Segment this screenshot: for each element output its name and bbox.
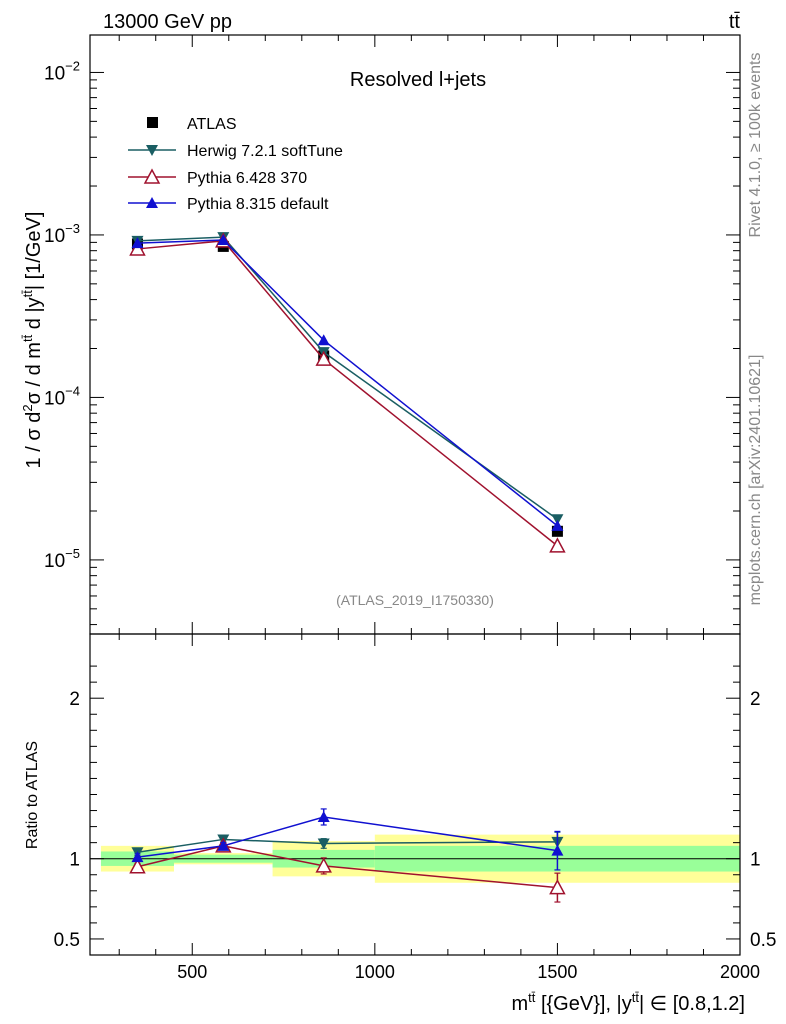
chart-title: Resolved l+jets	[350, 69, 486, 91]
legend: ATLAS Herwig 7.2.1 softTune Pythia 6.428…	[128, 116, 343, 213]
ratio-tick-label-right: 2	[750, 689, 761, 710]
legend-marker-atlas	[147, 117, 158, 128]
series-point-1	[315, 350, 332, 366]
y-tick-label: 10−5	[44, 546, 80, 572]
ratio-point-2	[551, 844, 564, 856]
ratio-point-1	[129, 858, 146, 874]
series-point-0	[551, 514, 564, 526]
ratio-point-2	[217, 839, 230, 851]
legend-label-pythia8: Pythia 8.315 default	[187, 196, 329, 213]
y-tick-label: 10−4	[44, 383, 80, 409]
x-tick-label: 500	[177, 962, 207, 982]
energy-label: 13000 GeV pp	[103, 11, 232, 33]
series-line-0	[137, 236, 558, 520]
x-axis-label: mtt̄ [{GeV}], |ytt̄| ∈ [0.8,1.2]	[511, 990, 745, 1015]
ratio-tick-label-left: 1	[69, 850, 80, 871]
ratio-tick-label-left: 0.5	[54, 930, 80, 951]
ratio-point-2	[131, 851, 144, 863]
process-label: tt̄	[729, 11, 741, 33]
x-tick-label: 2000	[720, 962, 760, 982]
ratio-point-1	[549, 879, 566, 895]
ratio-panel-frame	[89, 633, 741, 956]
series-line-2	[137, 239, 558, 527]
ratio-point-1	[315, 857, 332, 873]
legend-marker-pythia8	[146, 197, 158, 208]
rivet-label: Rivet 4.1.0, ≥ 100k events	[747, 53, 764, 238]
ratio-y-axis-label: Ratio to ATLAS	[24, 741, 41, 849]
series-point-2	[131, 237, 144, 249]
ratio-point-2	[317, 810, 330, 822]
legend-marker-pythia6	[143, 168, 161, 184]
ratio-tick-label-right: 0.5	[750, 930, 776, 951]
ratio-tick-label-left: 2	[69, 689, 80, 710]
series-point-1	[129, 240, 146, 256]
x-tick-label: 1500	[537, 962, 577, 982]
series-point-2	[217, 234, 230, 246]
y-axis-label: 1 / σ d2σ / d mtt̄ d |ytt̄| [1/GeV]	[20, 212, 45, 469]
ratio-point-0	[317, 838, 330, 850]
series-point-1	[549, 537, 566, 553]
data-point-atlas	[551, 525, 563, 537]
source-label: mcplots.cern.ch [arXiv:2401.10621]	[747, 355, 764, 606]
y-tick-label: 10−3	[44, 221, 80, 247]
ratio-line-0	[137, 838, 558, 854]
legend-marker-herwig	[146, 145, 158, 156]
series-line-1	[137, 240, 558, 547]
legend-label-pythia6: Pythia 6.428 370	[187, 170, 307, 187]
y-tick-label: 10−2	[44, 58, 80, 84]
legend-label-atlas: ATLAS	[187, 116, 237, 133]
x-tick-label: 1000	[355, 962, 395, 982]
ratio-line-2	[137, 816, 558, 858]
ratio-line-1	[137, 845, 558, 889]
series-point-2	[317, 334, 330, 346]
legend-label-herwig: Herwig 7.2.1 softTune	[187, 143, 343, 160]
series-point-2	[551, 519, 564, 531]
ratio-tick-label-right: 1	[750, 850, 761, 871]
analysis-id: (ATLAS_2019_I1750330)	[336, 592, 494, 608]
